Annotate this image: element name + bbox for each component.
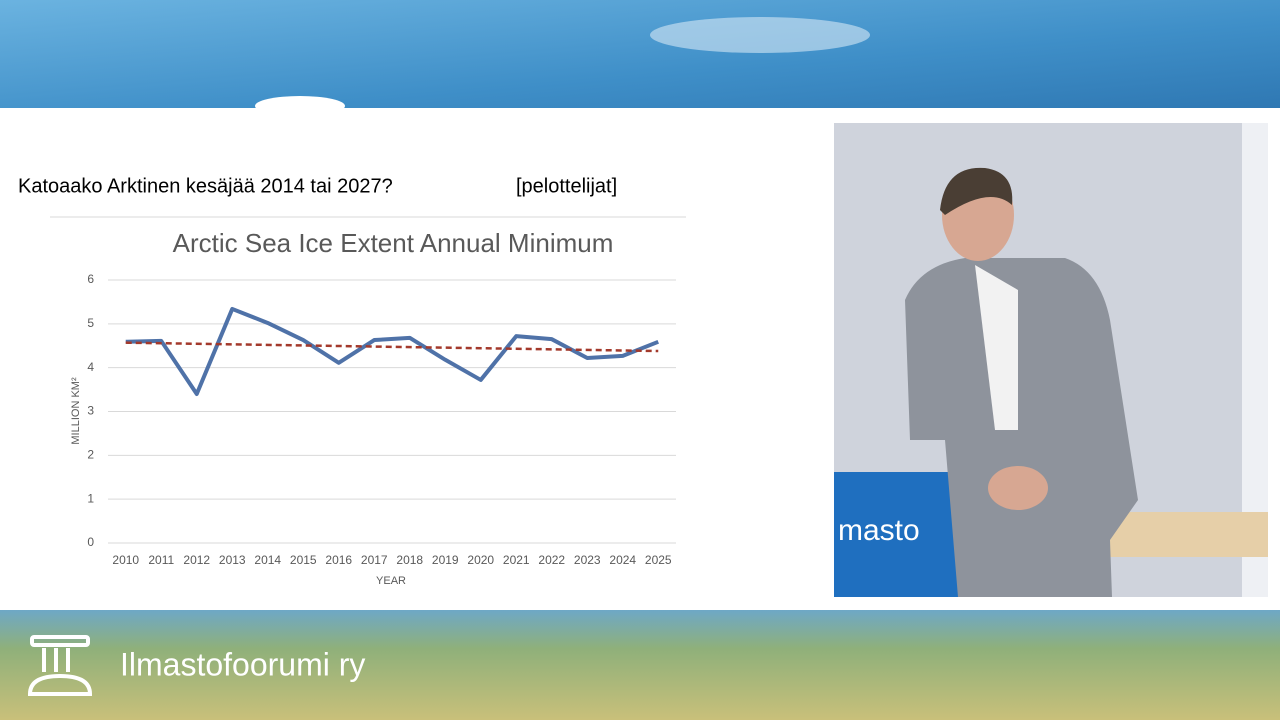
sign	[834, 472, 964, 597]
bottom-banner	[0, 610, 1280, 720]
slide-title: Katoaako Arktinen kesäjää 2014 tai 2027?	[18, 175, 393, 197]
table	[1110, 512, 1268, 557]
x-tick-label: 2019	[432, 553, 459, 567]
footer-text: Ilmastofoorumi ry	[120, 646, 365, 682]
x-tick-label: 2018	[396, 553, 423, 567]
hair	[940, 167, 1013, 215]
x-tick-label: 2021	[503, 553, 530, 567]
cloud	[650, 17, 870, 53]
suit	[905, 258, 1138, 597]
x-tick-label: 2016	[325, 553, 352, 567]
x-tick-label: 2022	[538, 553, 565, 567]
hands	[988, 466, 1048, 510]
chart-title: Arctic Sea Ice Extent Annual Minimum	[173, 228, 614, 258]
sign-text: masto	[838, 514, 920, 547]
x-tick-label: 2017	[361, 553, 388, 567]
y-tick-label: 5	[87, 316, 94, 330]
x-tick-label: 2024	[609, 553, 636, 567]
x-axis-title: YEAR	[376, 575, 406, 587]
top-banner	[0, 0, 1280, 108]
video: masto	[834, 123, 1268, 597]
x-tick-label: 2015	[290, 553, 317, 567]
x-tick-label: 2014	[254, 553, 281, 567]
x-tick-label: 2012	[183, 553, 210, 567]
y-tick-label: 2	[87, 448, 94, 462]
trend-line	[125, 341, 659, 353]
x-tick-label: 2020	[467, 553, 494, 567]
slide-tag: [pelottelijat]	[516, 175, 617, 197]
x-tick-label: 2023	[574, 553, 601, 567]
y-axis-title: MILLION KM²	[70, 377, 82, 445]
y-tick-label: 6	[87, 272, 94, 286]
y-tick-label: 3	[87, 404, 94, 418]
logo	[27, 635, 93, 696]
shirt	[975, 265, 1018, 430]
y-tick-label: 4	[87, 360, 94, 374]
y-tick-label: 0	[87, 535, 94, 549]
x-tick-label: 2011	[148, 553, 174, 567]
x-tick-label: 2010	[112, 553, 139, 567]
x-tick-label: 2025	[645, 553, 672, 567]
y-tick-label: 1	[87, 491, 94, 505]
x-tick-label: 2013	[219, 553, 246, 567]
